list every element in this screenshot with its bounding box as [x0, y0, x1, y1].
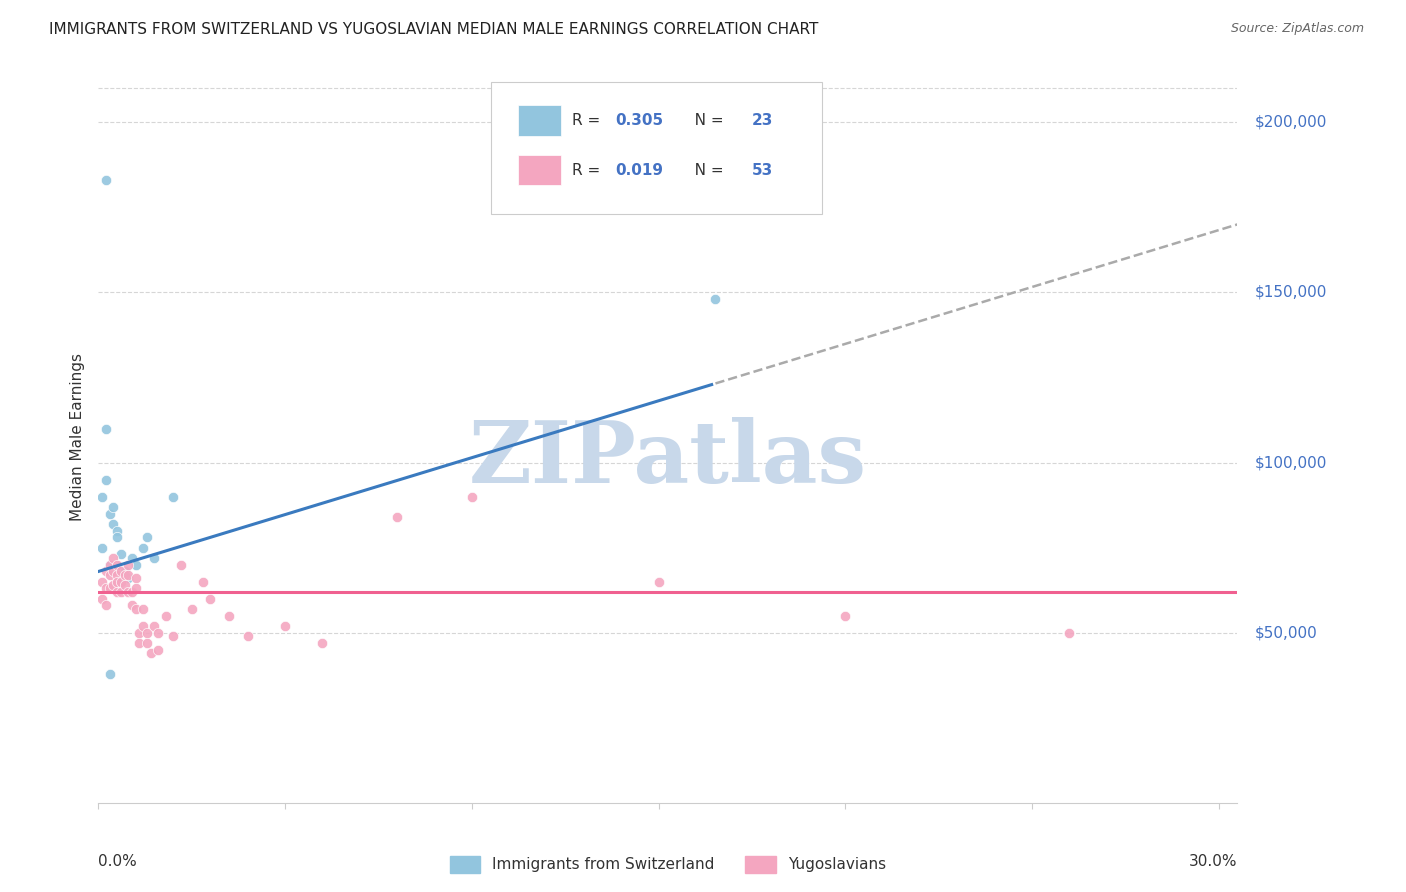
Text: 0.019: 0.019: [616, 162, 664, 178]
Point: [180, 602, 202, 616]
Point: [98, 666, 121, 681]
Point: [121, 550, 143, 565]
Point: [103, 500, 125, 514]
Point: [461, 490, 484, 504]
Point: [105, 558, 128, 572]
Text: Source: ZipAtlas.com: Source: ZipAtlas.com: [1230, 22, 1364, 36]
Point: [132, 541, 155, 555]
Point: [162, 490, 184, 504]
Point: [125, 558, 148, 572]
Text: 0.305: 0.305: [616, 113, 664, 128]
Point: [703, 293, 725, 307]
Text: N =: N =: [681, 113, 728, 128]
Point: [98, 582, 121, 596]
Point: [103, 516, 125, 531]
Point: [128, 636, 150, 650]
Point: [143, 550, 166, 565]
Point: [105, 524, 128, 538]
Bar: [517, 154, 561, 186]
Point: [274, 619, 297, 633]
Point: [110, 574, 132, 589]
Point: [91, 574, 114, 589]
Point: [647, 574, 669, 589]
Point: [128, 625, 150, 640]
Point: [125, 602, 148, 616]
Point: [94, 473, 117, 487]
Point: [110, 585, 132, 599]
Point: [162, 629, 184, 643]
Text: $200,000: $200,000: [1254, 115, 1327, 130]
Text: N =: N =: [681, 162, 728, 178]
Point: [94, 565, 117, 579]
Text: $50,000: $50,000: [1254, 625, 1317, 640]
Text: 30.0%: 30.0%: [1189, 854, 1237, 869]
Point: [117, 558, 139, 572]
Point: [136, 636, 159, 650]
Point: [191, 574, 214, 589]
Point: [155, 608, 177, 623]
Point: [94, 173, 117, 187]
Point: [136, 531, 159, 545]
Point: [385, 510, 408, 524]
Point: [236, 629, 259, 643]
Point: [98, 567, 121, 582]
Point: [105, 585, 128, 599]
Point: [103, 565, 125, 579]
Point: [114, 578, 136, 592]
Point: [98, 558, 121, 572]
Point: [117, 567, 139, 582]
Point: [136, 625, 159, 640]
Point: [103, 578, 125, 592]
Point: [125, 571, 148, 585]
Point: [143, 619, 166, 633]
Text: R =: R =: [572, 113, 606, 128]
FancyBboxPatch shape: [491, 82, 821, 214]
Point: [91, 591, 114, 606]
Point: [218, 608, 240, 623]
Point: [121, 599, 143, 613]
Text: ZIPatlas: ZIPatlas: [468, 417, 868, 501]
Point: [91, 490, 114, 504]
Point: [103, 550, 125, 565]
Point: [139, 646, 162, 660]
Point: [132, 619, 155, 633]
Point: [117, 571, 139, 585]
Point: [98, 558, 121, 572]
Point: [98, 507, 121, 521]
Point: [146, 625, 169, 640]
Point: [105, 574, 128, 589]
Point: [311, 636, 333, 650]
Point: [117, 585, 139, 599]
Text: R =: R =: [572, 162, 606, 178]
Point: [146, 642, 169, 657]
Text: 53: 53: [752, 162, 773, 178]
Point: [834, 608, 856, 623]
Point: [110, 548, 132, 562]
Legend: Immigrants from Switzerland, Yugoslavians: Immigrants from Switzerland, Yugoslavian…: [443, 849, 893, 880]
Point: [94, 599, 117, 613]
Point: [94, 582, 117, 596]
Text: 0.0%: 0.0%: [98, 854, 138, 869]
Text: 23: 23: [752, 113, 773, 128]
Point: [121, 585, 143, 599]
Point: [114, 565, 136, 579]
Point: [169, 558, 191, 572]
Point: [105, 558, 128, 572]
Point: [110, 565, 132, 579]
Point: [105, 567, 128, 582]
Text: IMMIGRANTS FROM SWITZERLAND VS YUGOSLAVIAN MEDIAN MALE EARNINGS CORRELATION CHAR: IMMIGRANTS FROM SWITZERLAND VS YUGOSLAVI…: [49, 22, 818, 37]
Point: [91, 541, 114, 555]
Point: [94, 421, 117, 435]
Point: [125, 582, 148, 596]
Point: [114, 567, 136, 582]
Point: [105, 531, 128, 545]
Point: [1057, 625, 1080, 640]
Text: $150,000: $150,000: [1254, 285, 1327, 300]
Y-axis label: Median Male Earnings: Median Male Earnings: [69, 353, 84, 521]
Text: $100,000: $100,000: [1254, 455, 1327, 470]
Point: [200, 591, 222, 606]
Point: [132, 602, 155, 616]
Bar: [517, 105, 561, 136]
